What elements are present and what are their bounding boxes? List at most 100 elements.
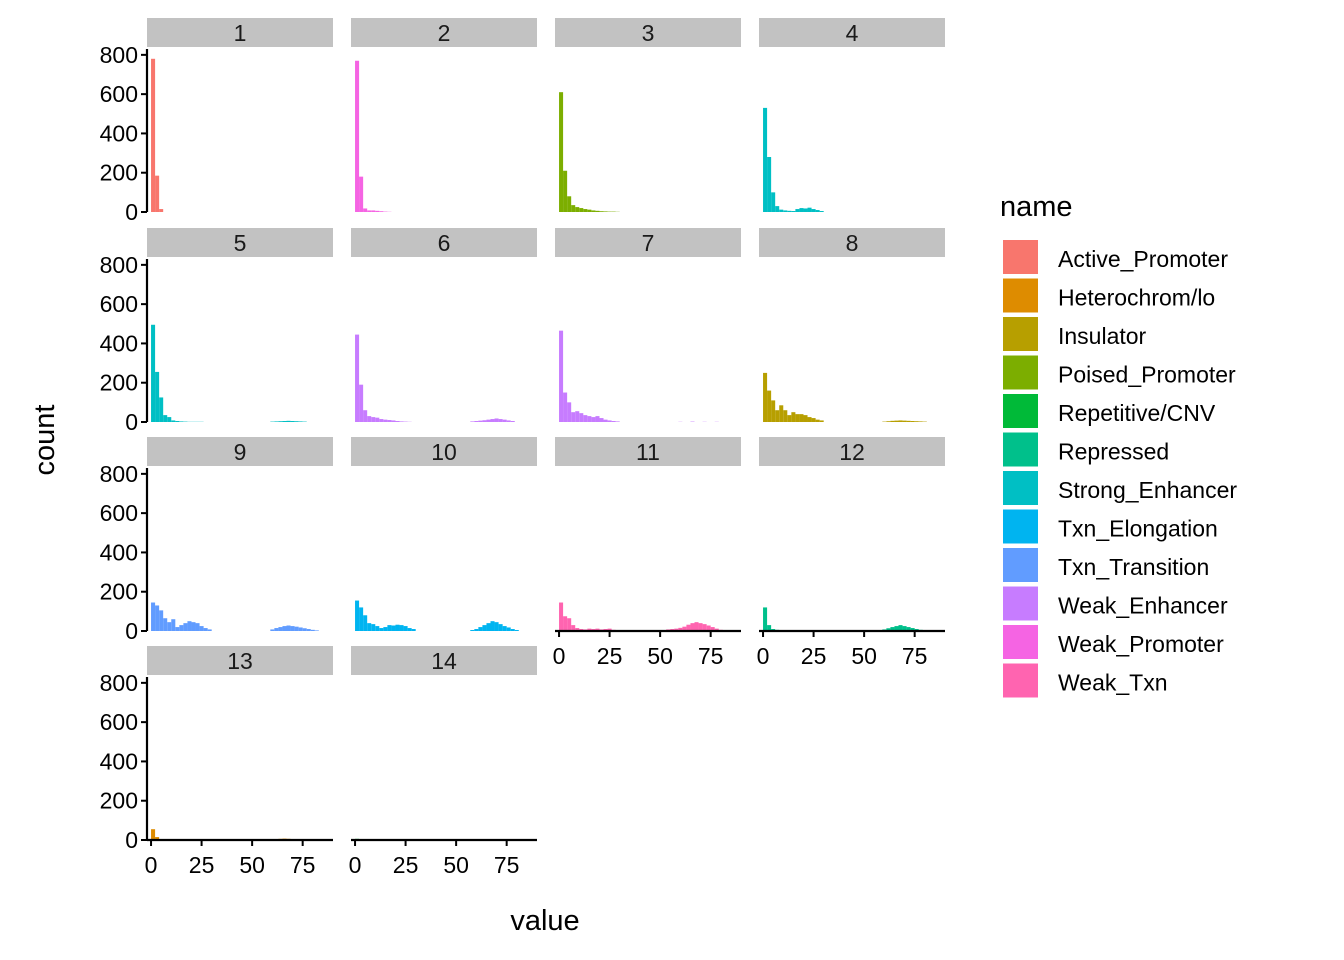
y-axis-title: count bbox=[29, 405, 61, 476]
histogram-bar bbox=[571, 625, 576, 631]
histogram-bar bbox=[607, 420, 612, 422]
histogram-bar bbox=[615, 421, 620, 422]
histogram-bar bbox=[775, 206, 780, 212]
histogram-bar bbox=[199, 626, 204, 631]
histogram-bar bbox=[367, 210, 372, 212]
histogram-bar bbox=[587, 628, 592, 631]
histogram-bar bbox=[298, 627, 303, 631]
histogram-bar bbox=[175, 421, 180, 422]
facet-strip-label: 8 bbox=[846, 230, 859, 256]
histogram-bar bbox=[799, 414, 804, 422]
histogram-bar bbox=[314, 630, 319, 631]
facet-panel-3: 3 bbox=[555, 18, 741, 212]
histogram-bar bbox=[607, 628, 612, 631]
histogram-bar bbox=[902, 420, 907, 422]
histogram-bar bbox=[395, 624, 400, 631]
histogram-bar bbox=[910, 628, 915, 631]
histogram-bar bbox=[171, 619, 176, 631]
histogram-bar bbox=[490, 621, 495, 631]
histogram-bar bbox=[375, 210, 380, 212]
histogram-bar bbox=[379, 419, 384, 422]
histogram-bar bbox=[490, 419, 495, 422]
y-tick-label: 0 bbox=[125, 409, 138, 435]
histogram-bar bbox=[587, 416, 592, 422]
legend-label: Heterochrom/lo bbox=[1058, 285, 1215, 311]
histogram-bar bbox=[819, 420, 824, 422]
facet-strip-label: 10 bbox=[431, 439, 457, 465]
x-axis-title: value bbox=[510, 905, 579, 937]
histogram-bar bbox=[595, 416, 600, 422]
histogram-bar bbox=[807, 207, 812, 212]
y-tick-label: 400 bbox=[100, 120, 138, 146]
histogram-bar bbox=[207, 629, 212, 631]
histogram-bar bbox=[811, 209, 816, 212]
y-tick-label: 800 bbox=[100, 42, 138, 68]
histogram-bar bbox=[595, 628, 600, 631]
histogram-bar bbox=[815, 210, 820, 212]
histogram-bar bbox=[599, 211, 604, 212]
histogram-bar bbox=[187, 621, 192, 631]
histogram-bar bbox=[159, 209, 164, 212]
legend-swatch bbox=[1003, 394, 1038, 428]
facet-strip bbox=[351, 646, 537, 675]
facet-panel-8: 8 bbox=[759, 228, 945, 422]
histogram-bar bbox=[894, 626, 899, 631]
facet-strip bbox=[147, 437, 333, 466]
facet-panel-7: 7 bbox=[555, 228, 741, 422]
y-tick-label: 800 bbox=[100, 252, 138, 278]
x-tick-label: 50 bbox=[239, 852, 265, 878]
histogram-bar bbox=[391, 420, 396, 422]
facet-panel-12: 12 0 25 50 75 bbox=[757, 437, 945, 669]
legend-swatch bbox=[1003, 355, 1038, 390]
y-tick-label: 0 bbox=[125, 618, 138, 644]
legend-label: Txn_Transition bbox=[1058, 554, 1209, 580]
histogram-bar bbox=[587, 209, 592, 212]
facet-strip-label: 1 bbox=[234, 20, 247, 46]
legend-label: Weak_Txn bbox=[1058, 670, 1168, 696]
histogram-bar bbox=[286, 625, 291, 631]
histogram-bar bbox=[383, 419, 388, 422]
facet-panel-6: 6 bbox=[351, 228, 537, 422]
histogram-bar bbox=[886, 628, 891, 631]
facet-strip-label: 12 bbox=[839, 439, 865, 465]
histogram-bar bbox=[383, 627, 388, 631]
histogram-bar bbox=[371, 624, 376, 631]
facet-strip-label: 2 bbox=[438, 20, 451, 46]
histogram-bar bbox=[559, 92, 564, 212]
histogram-bar bbox=[179, 421, 184, 422]
histogram-bar bbox=[698, 623, 703, 631]
histogram-bar bbox=[294, 626, 299, 631]
histogram-bar bbox=[183, 623, 188, 631]
facet-strip bbox=[351, 437, 537, 466]
x-tick-label: 50 bbox=[851, 643, 877, 669]
histogram-bar bbox=[359, 176, 364, 212]
histogram-bar bbox=[167, 622, 172, 631]
histogram-bar bbox=[767, 157, 772, 212]
x-tick-label: 25 bbox=[189, 852, 215, 878]
histogram-bar bbox=[155, 605, 160, 631]
histogram-bar bbox=[914, 421, 919, 422]
histogram-bar bbox=[799, 208, 804, 212]
legend-title: name bbox=[1000, 191, 1073, 223]
histogram-bar bbox=[579, 413, 584, 422]
histogram-bar bbox=[767, 390, 772, 422]
histogram-bar bbox=[470, 630, 475, 631]
histogram-bar bbox=[375, 626, 380, 631]
x-tick-label: 25 bbox=[597, 643, 623, 669]
facet-strip-label: 6 bbox=[438, 230, 451, 256]
x-tick-label: 75 bbox=[902, 643, 928, 669]
facet-strip bbox=[759, 18, 945, 47]
histogram-bar bbox=[763, 607, 768, 631]
facet-strip bbox=[147, 228, 333, 257]
histogram-bar bbox=[379, 211, 384, 212]
histogram-bar bbox=[906, 627, 911, 631]
histogram-bar bbox=[363, 615, 368, 631]
facet-strip bbox=[555, 18, 741, 47]
facet-panel-1: 1 0 200 400 600 800 bbox=[100, 18, 333, 225]
histogram-bar bbox=[282, 421, 287, 422]
x-tick-label: 0 bbox=[553, 643, 566, 669]
x-tick-label: 25 bbox=[801, 643, 827, 669]
histogram-bar bbox=[159, 610, 164, 631]
histogram-bar bbox=[575, 411, 580, 422]
